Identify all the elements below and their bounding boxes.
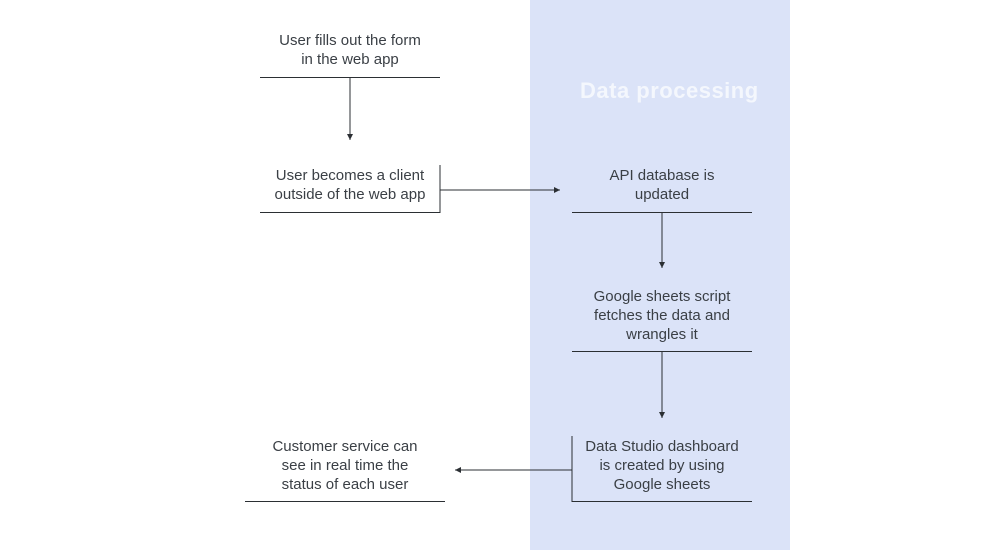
node-label: Google sheets script fetches the data an…	[594, 288, 731, 350]
node-label: Data Studio dashboard is created by usin…	[585, 438, 738, 500]
edges-layer	[0, 0, 1000, 550]
node-data-studio-dashboard: Data Studio dashboard is created by usin…	[572, 438, 752, 502]
node-label: User fills out the form in the web app	[279, 32, 421, 76]
node-customer-service: Customer service can see in real time th…	[245, 438, 445, 502]
node-api-database-updated: API database is updated	[572, 167, 752, 213]
node-google-sheets-script: Google sheets script fetches the data an…	[572, 288, 752, 352]
flowchart-canvas: Data processing User fills out the form …	[0, 0, 1000, 550]
node-user-fills-form: User fills out the form in the web app	[260, 32, 440, 78]
node-user-becomes-client: User becomes a client outside of the web…	[260, 167, 440, 213]
node-label: API database is updated	[609, 167, 714, 211]
data-processing-panel-title: Data processing	[580, 78, 759, 104]
node-label: User becomes a client outside of the web…	[275, 167, 426, 211]
node-label: Customer service can see in real time th…	[272, 438, 417, 500]
